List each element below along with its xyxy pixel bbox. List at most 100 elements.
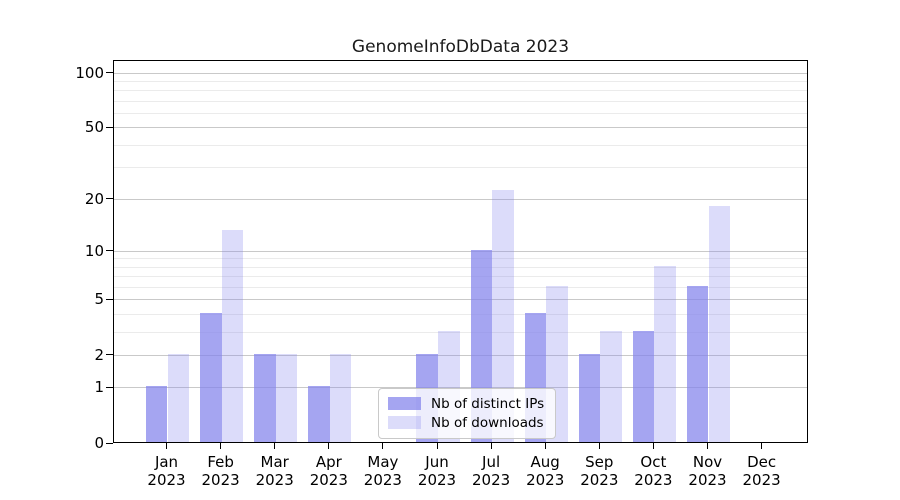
- x-tick-month: Dec: [747, 453, 777, 471]
- x-tick-label: May 2023: [351, 453, 415, 489]
- x-tick-year: 2023: [147, 471, 186, 489]
- x-tick-month: Oct: [640, 453, 667, 471]
- bar-distinct-ips: [308, 386, 330, 442]
- y-tick-mark: [106, 198, 113, 200]
- y-tick-label: 1: [94, 378, 104, 397]
- gridline-minor: [114, 276, 807, 278]
- y-tick-label: 10: [84, 241, 104, 260]
- bar-distinct-ips: [686, 285, 709, 442]
- y-tick-label: 50: [84, 118, 104, 137]
- bar-distinct-ips: [632, 330, 655, 442]
- bar-downloads: [329, 353, 352, 442]
- gridline-minor: [114, 258, 807, 260]
- x-tick-month: Mar: [260, 453, 289, 471]
- x-tick-month: May: [367, 453, 399, 471]
- x-tick-label: Jan 2023: [135, 453, 199, 489]
- plot-area: [113, 60, 808, 443]
- x-tick-label: Feb 2023: [189, 453, 253, 489]
- y-tick-mark: [106, 126, 113, 128]
- y-tick-mark: [106, 250, 113, 252]
- x-tick-year: 2023: [472, 471, 511, 489]
- legend-swatch-downloads: [388, 416, 421, 429]
- x-tick-mark: [761, 443, 763, 449]
- x-tick-mark: [436, 443, 438, 449]
- x-tick-month: Aug: [530, 453, 560, 471]
- chart-title: GenomeInfoDbData 2023: [351, 37, 570, 57]
- gridline-minor: [114, 331, 807, 333]
- bar-distinct-ips: [200, 312, 222, 442]
- x-tick-mark: [598, 443, 600, 449]
- gridline-major: [114, 387, 807, 389]
- gridline-minor: [114, 144, 807, 146]
- x-tick-year: 2023: [255, 471, 294, 489]
- gridline-major: [114, 72, 807, 74]
- x-tick-month: Nov: [692, 453, 723, 471]
- x-tick-mark: [220, 443, 222, 449]
- y-tick-mark: [106, 298, 113, 300]
- x-tick-month: Sep: [585, 453, 614, 471]
- gridline-minor: [114, 90, 807, 92]
- x-tick-label: Nov 2023: [676, 453, 740, 489]
- x-tick-mark: [166, 443, 167, 449]
- gridline-major: [114, 198, 807, 200]
- x-tick-year: 2023: [309, 471, 348, 489]
- gridline-minor: [114, 167, 807, 169]
- bar-downloads: [600, 330, 622, 442]
- gridline-major: [114, 299, 807, 301]
- bar-downloads: [492, 190, 514, 442]
- x-tick-year: 2023: [634, 471, 673, 489]
- y-tick-label: 100: [75, 63, 104, 82]
- gridline-minor: [114, 313, 807, 315]
- x-tick-year: 2023: [580, 471, 619, 489]
- x-tick-label: Oct 2023: [621, 453, 685, 489]
- x-tick-label: Sep 2023: [567, 453, 631, 489]
- gridline-major: [114, 250, 807, 252]
- gridline-major: [114, 127, 807, 129]
- x-tick-mark: [652, 443, 654, 449]
- legend: Nb of distinct IPs Nb of downloads: [378, 388, 557, 439]
- y-tick-mark: [106, 354, 113, 356]
- gridline-minor: [114, 266, 807, 268]
- legend-swatch-distinct-ips: [388, 397, 421, 410]
- gridline-minor: [114, 80, 807, 82]
- x-tick-mark: [544, 443, 546, 449]
- x-tick-month: Jan: [154, 453, 179, 471]
- x-tick-year: 2023: [688, 471, 727, 489]
- bar-downloads: [275, 353, 298, 442]
- x-tick-year: 2023: [417, 471, 457, 489]
- x-tick-label: Jun 2023: [405, 453, 469, 489]
- y-tick-mark: [106, 72, 113, 74]
- legend-item-downloads: Nb of downloads: [388, 413, 544, 432]
- x-tick-year: 2023: [742, 471, 781, 489]
- bar-distinct-ips: [578, 353, 601, 442]
- x-tick-label: Aug 2023: [513, 453, 577, 489]
- gridline-minor: [114, 113, 807, 115]
- gridline-minor: [114, 100, 807, 102]
- x-tick-month: Apr: [315, 453, 342, 471]
- bar-downloads: [167, 353, 190, 442]
- x-tick-label: Apr 2023: [297, 453, 361, 489]
- bar-downloads: [708, 205, 731, 442]
- x-tick-year: 2023: [526, 471, 565, 489]
- legend-label-distinct-ips: Nb of distinct IPs: [431, 395, 545, 412]
- legend-item-distinct-ips: Nb of distinct IPs: [388, 394, 544, 413]
- x-tick-month: Jun: [425, 453, 449, 471]
- x-tick-mark: [328, 443, 330, 449]
- x-tick-year: 2023: [363, 471, 402, 489]
- x-tick-label: Mar 2023: [243, 453, 307, 489]
- y-tick-label: 20: [84, 189, 104, 208]
- x-tick-mark: [490, 443, 492, 449]
- x-tick-label: Jul 2023: [459, 453, 523, 489]
- y-tick-label: 0: [94, 434, 104, 452]
- x-tick-month: Jul: [482, 453, 501, 471]
- x-tick-year: 2023: [201, 471, 240, 489]
- x-tick-mark: [382, 443, 384, 449]
- bar-downloads: [654, 265, 676, 442]
- bar-downloads: [221, 230, 244, 442]
- y-tick-label: 2: [94, 345, 104, 364]
- y-tick-label: 5: [94, 290, 104, 309]
- x-tick-mark: [274, 443, 276, 449]
- bar-distinct-ips: [254, 353, 276, 442]
- x-tick-label: Dec 2023: [730, 453, 794, 489]
